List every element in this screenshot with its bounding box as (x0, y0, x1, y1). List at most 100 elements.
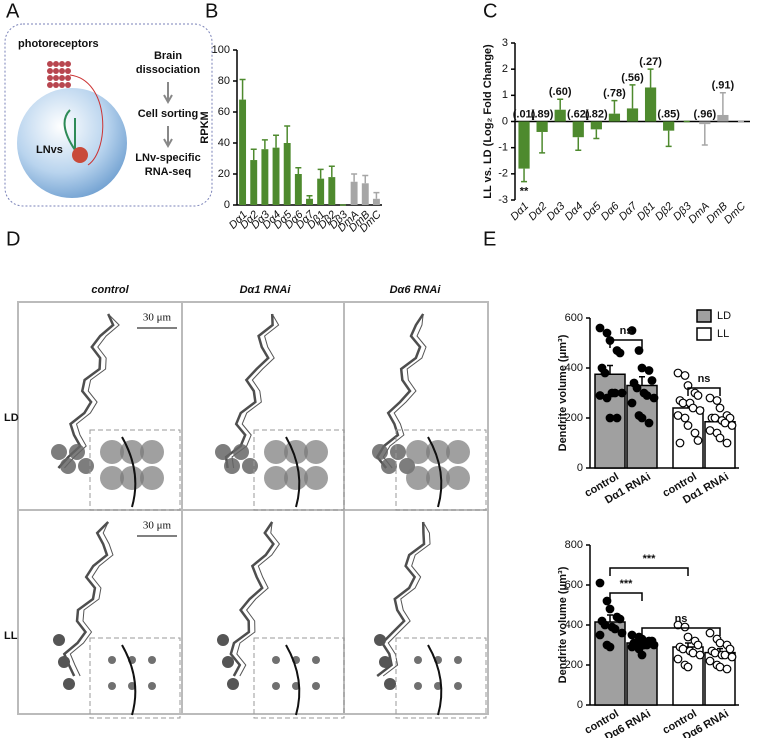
significance-label: ns (698, 373, 711, 385)
bar (644, 87, 657, 122)
y-tick-label: 0 (502, 115, 508, 127)
x-tick-label: Dα2 (526, 200, 549, 223)
significance-label: *** (620, 578, 634, 590)
bar (590, 121, 602, 130)
data-point (627, 398, 637, 408)
y-tick-label: 40 (218, 137, 230, 149)
inset-detail (312, 656, 320, 664)
connection (69, 74, 104, 166)
neuron-soma (217, 634, 229, 646)
data-point (705, 628, 715, 638)
significance-label: *** (643, 553, 657, 565)
data-point (637, 413, 647, 423)
neuron-process (57, 313, 115, 469)
inset-detail (285, 644, 301, 716)
arrow (163, 126, 173, 149)
data-point (595, 578, 605, 588)
diagram-frame (4, 23, 213, 207)
inset-detail (140, 466, 164, 490)
data-point (680, 371, 690, 380)
photoreceptor-icon (47, 61, 71, 88)
y-tick-label: -2 (498, 168, 508, 180)
error-bar (295, 167, 302, 174)
legend-swatch (696, 309, 712, 323)
error-bar (593, 129, 600, 140)
inset-frame (253, 429, 345, 511)
y-tick-label: 200 (565, 412, 583, 424)
bar-label: (.01) (513, 108, 536, 120)
bar (294, 174, 302, 205)
bar-label: (.60) (549, 86, 572, 98)
inset-detail (264, 440, 288, 464)
data-point (690, 428, 700, 438)
y-tick-label: 0 (577, 699, 583, 711)
bar (572, 121, 584, 138)
bar (626, 108, 639, 122)
inset-detail (272, 682, 280, 690)
error-bar (611, 99, 618, 114)
inset-frame (395, 429, 487, 511)
y-tick-label: 600 (565, 579, 583, 591)
data-point (683, 662, 693, 672)
significance-bracket (687, 387, 721, 396)
inset-detail (121, 644, 137, 716)
cell-sphere (17, 88, 127, 198)
error-bar (607, 614, 613, 622)
bar-label: (.89) (531, 108, 554, 120)
error-bar (261, 139, 268, 150)
data-point (595, 630, 605, 640)
data-point (683, 421, 693, 430)
error-bar (557, 98, 564, 110)
data-point (644, 418, 654, 428)
data-point (602, 596, 612, 606)
neuron-soma (242, 458, 258, 474)
y-tick-label: 800 (565, 539, 583, 551)
data-point (600, 368, 610, 378)
data-point (712, 396, 722, 405)
x-tick-label: Dα1 (508, 200, 531, 223)
scale-bar-label: 30 μm (143, 520, 172, 532)
inset-detail (426, 466, 450, 490)
inset-detail (446, 440, 470, 464)
data-point (602, 328, 612, 338)
data-point (675, 438, 685, 448)
bar (717, 114, 729, 122)
error-bar (607, 364, 613, 375)
arrow (163, 82, 173, 105)
significance-bracket (609, 567, 689, 576)
inset-detail (454, 656, 462, 664)
data-point (612, 413, 622, 423)
data-point (715, 403, 725, 413)
y-tick-label: 60 (218, 106, 230, 118)
neuron-soma (60, 458, 76, 474)
y-tick-label: 400 (565, 619, 583, 631)
bar (608, 113, 621, 122)
error-bar (665, 130, 672, 148)
neuron-soma (374, 634, 386, 646)
inset-detail (140, 440, 164, 464)
error-bar (317, 168, 324, 179)
data-point (693, 640, 703, 650)
data-point (727, 652, 737, 662)
data-point (647, 376, 657, 385)
neuron-process (376, 521, 426, 677)
neuron-process (224, 313, 274, 469)
step-label: RNA-seq (145, 166, 191, 178)
data-point (715, 433, 725, 443)
data-point (615, 614, 625, 624)
data-point (632, 383, 642, 393)
neuron-soma (372, 444, 388, 460)
scale-bar-label: 30 μm (143, 312, 172, 324)
y-axis-label: RPKM (199, 111, 211, 143)
inset-detail (284, 466, 308, 490)
inset-detail (108, 656, 116, 664)
data-point (683, 632, 693, 642)
neuron-process (69, 521, 114, 677)
error-bar (647, 68, 654, 88)
error-bar (273, 134, 280, 148)
significance-label: ** (520, 186, 529, 198)
y-axis-label: Dendrite volume (μm³) (557, 334, 569, 451)
inset-detail (312, 682, 320, 690)
column-header: Dα6 RNAi (390, 284, 442, 296)
